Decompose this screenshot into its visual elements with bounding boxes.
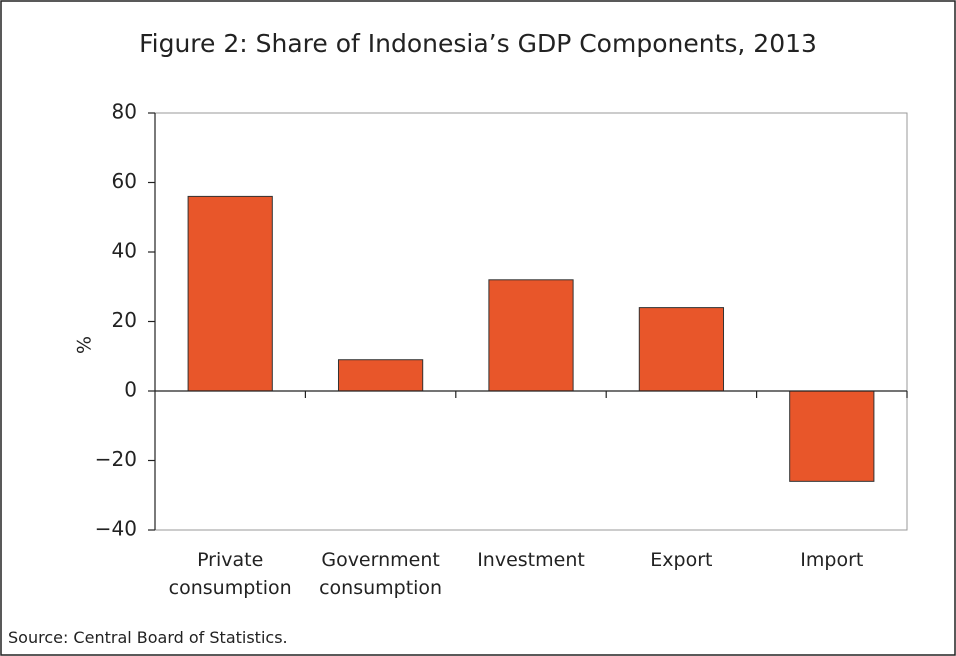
source-note: Source: Central Board of Statistics.	[8, 628, 288, 647]
x-tick-label: Export	[650, 549, 713, 571]
y-tick-label: −20	[95, 447, 137, 471]
y-tick-label: 20	[112, 308, 137, 332]
x-tick-label: Government consumption	[319, 549, 443, 599]
y-tick-label: 80	[112, 100, 137, 124]
x-tick-label: Private consumption	[168, 549, 292, 599]
x-tick-label: Import	[800, 549, 864, 571]
y-tick-label: 60	[112, 169, 137, 193]
x-tick-label: Investment	[477, 549, 585, 571]
y-tick-label: 0	[124, 378, 137, 402]
y-axis-label: %	[74, 336, 96, 354]
bar	[187, 195, 273, 392]
chart-title: Figure 2: Share of Indonesia’s GDP Compo…	[139, 29, 817, 58]
bar	[488, 279, 574, 392]
bar	[789, 390, 875, 482]
y-tick-label: 40	[112, 239, 137, 263]
bar	[638, 307, 725, 392]
bar	[337, 359, 424, 392]
y-tick-label: −40	[95, 517, 137, 541]
